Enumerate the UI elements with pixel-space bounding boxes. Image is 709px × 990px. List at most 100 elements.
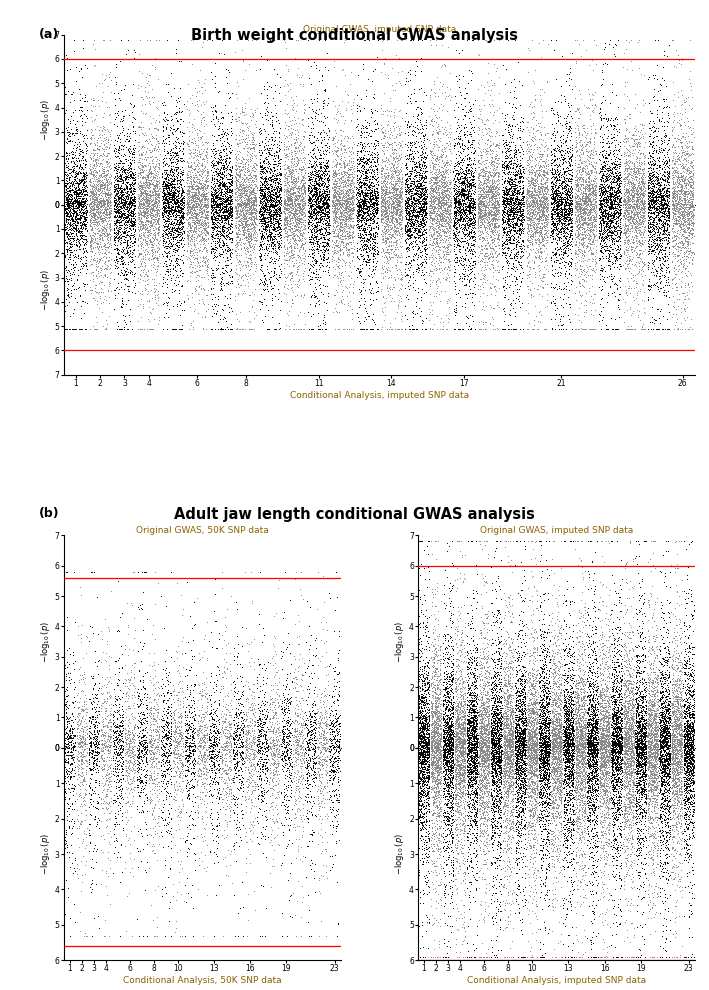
Point: [489, 222, 501, 238]
Point: [423, 726, 434, 742]
Point: [471, 784, 482, 800]
Point: [250, 746, 261, 762]
Point: [177, 755, 188, 771]
Point: [579, 775, 591, 791]
Point: [516, 725, 527, 741]
Point: [681, 230, 692, 246]
Point: [673, 735, 684, 750]
Point: [572, 742, 584, 757]
Point: [549, 724, 561, 740]
Point: [565, 703, 576, 719]
Point: [529, 763, 540, 779]
Point: [61, 761, 72, 777]
Point: [499, 753, 510, 769]
Point: [93, 193, 104, 209]
Point: [581, 238, 593, 253]
Point: [133, 159, 144, 175]
Point: [252, 816, 264, 832]
Point: [142, 192, 153, 208]
Point: [551, 161, 562, 177]
Point: [610, 761, 621, 777]
Point: [496, 105, 508, 121]
Point: [416, 681, 428, 697]
Point: [471, 784, 482, 800]
Point: [671, 703, 682, 719]
Point: [494, 755, 506, 771]
Point: [553, 721, 564, 737]
Point: [569, 667, 581, 683]
Point: [670, 683, 681, 699]
Point: [301, 869, 312, 885]
Point: [408, 279, 419, 295]
Point: [612, 753, 623, 769]
Point: [564, 747, 575, 763]
Point: [529, 164, 540, 180]
Point: [379, 245, 391, 260]
Point: [438, 786, 450, 802]
Point: [264, 232, 276, 248]
Point: [549, 761, 561, 777]
Point: [432, 750, 443, 766]
Point: [414, 750, 425, 766]
Point: [661, 768, 673, 784]
Point: [186, 200, 198, 216]
Point: [76, 730, 87, 745]
Point: [649, 732, 661, 747]
Point: [362, 199, 374, 215]
Point: [420, 682, 432, 698]
Point: [463, 701, 474, 717]
Point: [669, 732, 680, 747]
Point: [63, 669, 74, 685]
Point: [506, 728, 517, 743]
Point: [320, 225, 331, 241]
Point: [123, 134, 135, 149]
Point: [317, 219, 328, 235]
Point: [513, 737, 525, 752]
Point: [224, 190, 235, 206]
Point: [685, 756, 696, 772]
Point: [638, 711, 649, 727]
Point: [430, 713, 442, 729]
Point: [393, 197, 405, 213]
Point: [220, 719, 232, 735]
Point: [462, 239, 473, 254]
Point: [230, 161, 242, 177]
Point: [467, 202, 479, 218]
Point: [207, 188, 218, 204]
Point: [261, 175, 272, 191]
Point: [649, 735, 661, 750]
Point: [290, 145, 301, 160]
Point: [554, 109, 565, 125]
Point: [243, 790, 255, 806]
Point: [556, 732, 567, 747]
Point: [438, 183, 450, 199]
Point: [565, 732, 576, 747]
Point: [559, 246, 571, 261]
Point: [652, 889, 663, 905]
Point: [516, 748, 527, 764]
Point: [222, 321, 233, 337]
Point: [133, 62, 145, 78]
Point: [489, 677, 501, 693]
Point: [143, 195, 154, 211]
Point: [634, 877, 645, 893]
Point: [586, 664, 598, 680]
Point: [461, 605, 472, 621]
Point: [476, 715, 488, 731]
Point: [420, 184, 431, 200]
Point: [161, 191, 172, 207]
Point: [525, 765, 536, 781]
Point: [67, 198, 79, 214]
Point: [606, 242, 618, 257]
Point: [535, 204, 546, 220]
Point: [579, 769, 590, 785]
Point: [595, 744, 606, 760]
Point: [620, 32, 632, 48]
Point: [505, 173, 516, 189]
Point: [602, 240, 613, 255]
Point: [601, 196, 613, 212]
Point: [437, 166, 449, 182]
Point: [606, 753, 618, 769]
Point: [644, 746, 655, 762]
Point: [563, 735, 574, 750]
